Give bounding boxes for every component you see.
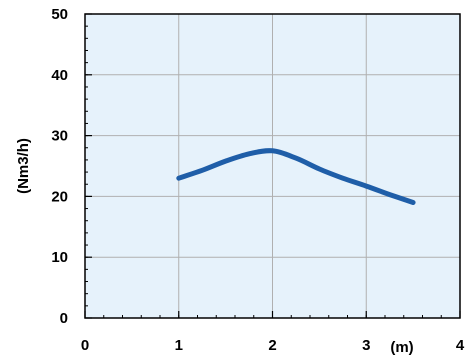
y-tick-label: 10 bbox=[51, 249, 68, 266]
x-axis-label: (m) bbox=[390, 339, 413, 356]
x-tick-label: 4 bbox=[456, 337, 465, 354]
y-tick-label: 50 bbox=[51, 6, 68, 23]
y-tick-labels: 0 10 20 30 40 50 bbox=[51, 6, 68, 327]
y-tick-label: 20 bbox=[51, 188, 68, 205]
grid-lines bbox=[85, 14, 460, 318]
y-tick-label: 0 bbox=[60, 310, 68, 327]
series-line bbox=[176, 148, 416, 205]
x-tick-label: 0 bbox=[81, 337, 89, 354]
x-tick-label: 3 bbox=[362, 337, 370, 354]
x-tick-label: 2 bbox=[268, 337, 276, 354]
y-axis-label: (Nm3/h) bbox=[15, 138, 32, 194]
y-tick-label: 30 bbox=[51, 128, 68, 145]
y-tick-label: 40 bbox=[51, 67, 68, 84]
x-tick-label: 1 bbox=[175, 337, 183, 354]
x-tick-labels: 0 1 2 3 4 bbox=[81, 337, 465, 354]
plot-border bbox=[84, 13, 461, 319]
